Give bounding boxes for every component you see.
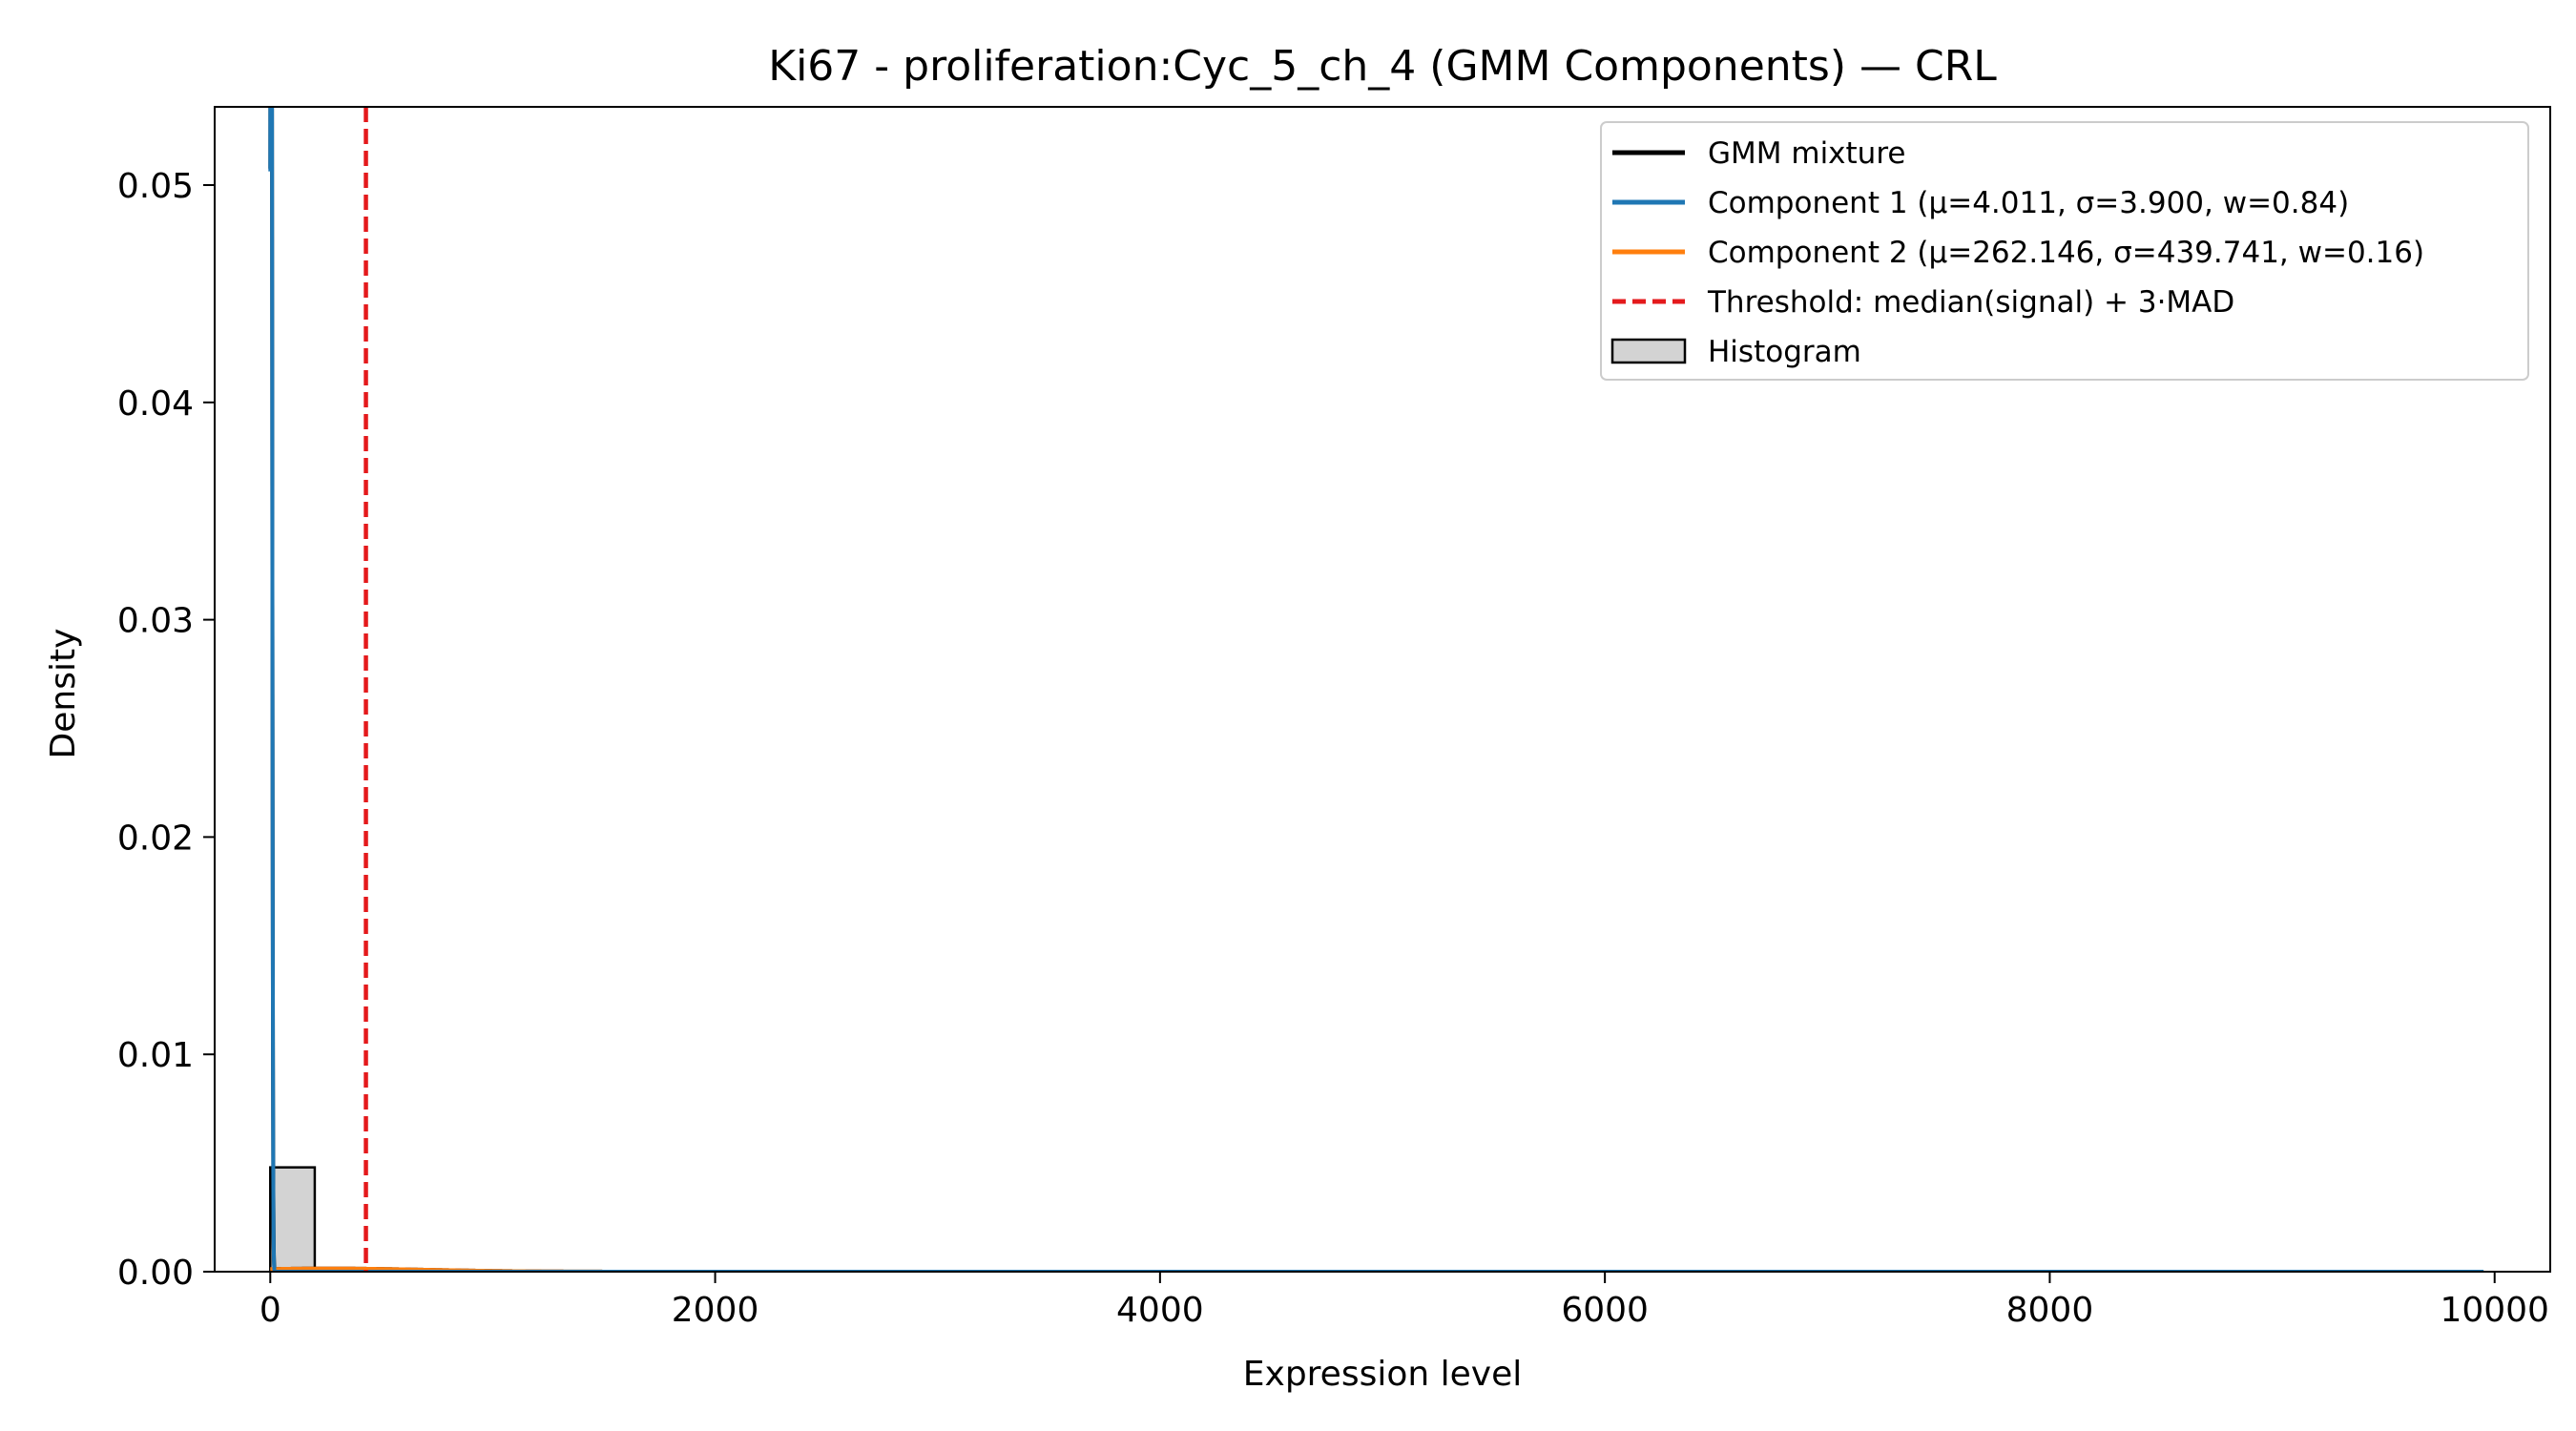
x-axis-label: Expression level [1243, 1355, 1522, 1394]
legend-swatch [1610, 338, 1687, 364]
y-tick-label: 0.05 [117, 167, 194, 206]
histogram-layer [269, 1166, 317, 1272]
x-axis-ticks: 0 2000 4000 6000 8000 10000 [260, 1272, 2549, 1330]
legend-box [1600, 121, 2529, 381]
y-axis-label: Density [44, 629, 83, 759]
y-tick-label: 0.04 [117, 384, 194, 424]
histogram-bar [269, 1166, 317, 1272]
chart-title: Ki67 - proliferation:Cyc_5_ch_4 (GMM Com… [768, 42, 1997, 91]
y-tick-label: 0.00 [117, 1254, 194, 1293]
x-tick-label: 10000 [2440, 1291, 2549, 1330]
plot-frame [214, 106, 2551, 1273]
x-tick-label: 4000 [1116, 1291, 1204, 1330]
legend: GMM mixture Component 1 (μ=4.011, σ=3.900… [1600, 121, 2529, 381]
x-tick-label: 6000 [1561, 1291, 1649, 1330]
legend-label: Component 1 (μ=4.011, σ=3.900, w=0.84) [1708, 186, 2349, 220]
legend-label: Threshold: median(signal) + 3·MAD [1707, 285, 2234, 320]
x-tick-label: 2000 [672, 1291, 759, 1330]
x-tick-label: 8000 [2006, 1291, 2094, 1330]
y-axis-ticks: 0.00 0.01 0.02 0.03 0.04 0.05 [117, 167, 215, 1293]
y-tick-label: 0.03 [117, 602, 194, 641]
legend-label: Histogram [1708, 335, 1861, 369]
x-tick-label: 0 [260, 1291, 281, 1330]
legend-label: GMM mixture [1708, 136, 1905, 171]
y-tick-label: 0.02 [117, 819, 194, 858]
legend-label: Component 2 (μ=262.146, σ=439.741, w=0.1… [1708, 236, 2424, 270]
y-tick-label: 0.01 [117, 1036, 194, 1075]
